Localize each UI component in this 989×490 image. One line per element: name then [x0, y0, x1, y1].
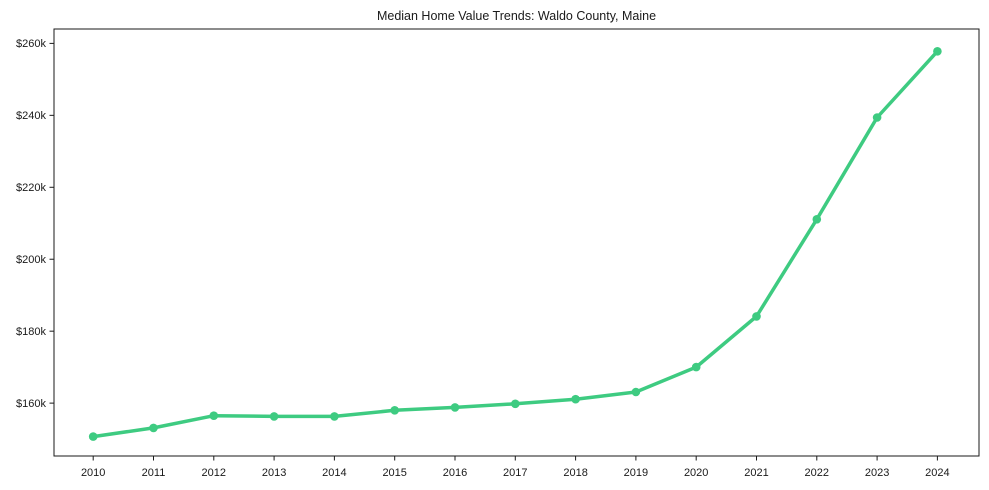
- chart-title: Median Home Value Trends: Waldo County, …: [377, 9, 656, 23]
- data-point-marker: [390, 406, 400, 415]
- x-tick-label: 2016: [443, 467, 467, 479]
- x-tick-label: 2023: [865, 467, 889, 479]
- data-point-marker: [330, 412, 339, 421]
- data-point-marker: [88, 432, 98, 441]
- x-tick-label: 2015: [382, 467, 406, 479]
- data-point-marker: [812, 215, 822, 224]
- y-tick-label: $200k: [16, 254, 46, 266]
- data-point-marker: [209, 411, 219, 421]
- data-point-marker: [149, 423, 158, 433]
- y-tick-label: $180k: [16, 326, 46, 338]
- x-tick-label: 2021: [744, 467, 768, 479]
- data-point-marker: [631, 387, 641, 397]
- x-tick-label: 2010: [81, 467, 105, 479]
- x-tick-label: 2024: [925, 467, 949, 479]
- data-point-marker: [269, 412, 279, 421]
- x-tick-label: 2018: [563, 467, 587, 479]
- y-tick-label: $220k: [16, 182, 46, 194]
- x-tick-label: 2020: [684, 467, 708, 479]
- x-tick-label: 2014: [322, 467, 346, 479]
- x-tick-label: 2019: [624, 467, 648, 479]
- data-point-marker: [933, 47, 942, 56]
- y-tick-label: $240k: [16, 110, 46, 122]
- trend-line: [91, 49, 940, 439]
- data-point-marker: [450, 403, 460, 412]
- data-point-marker: [752, 312, 761, 321]
- x-tick-label: 2017: [503, 467, 527, 479]
- data-point-marker: [872, 113, 882, 122]
- plot-area: $160k $180k $200k $220k $240k $260k 2010 2011 20…: [16, 28, 980, 479]
- x-tick-label: 2011: [142, 467, 166, 479]
- y-tick-label: $260k: [16, 38, 46, 50]
- x-tick-label: 2013: [262, 467, 286, 479]
- x-tick-label: 2022: [805, 467, 829, 479]
- y-tick-label: $160k: [16, 398, 46, 410]
- data-point-marker: [511, 399, 520, 409]
- data-point-marker: [691, 362, 701, 372]
- plot-border: [53, 28, 980, 457]
- x-tick-label: 2012: [202, 467, 226, 479]
- data-point-marker: [571, 394, 580, 404]
